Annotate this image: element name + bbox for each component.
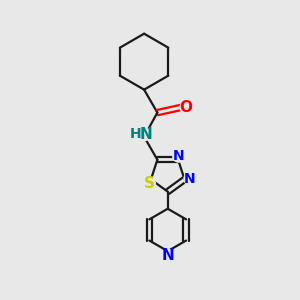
Text: N: N [139, 127, 152, 142]
Circle shape [144, 178, 155, 190]
Circle shape [173, 150, 184, 162]
Circle shape [184, 173, 196, 185]
Text: H: H [130, 128, 141, 141]
Text: N: N [184, 172, 196, 186]
Circle shape [162, 249, 174, 261]
Text: N: N [161, 248, 174, 263]
Circle shape [180, 101, 192, 113]
Text: S: S [144, 176, 155, 191]
Text: O: O [179, 100, 192, 115]
Circle shape [140, 128, 152, 140]
Text: N: N [173, 149, 184, 163]
Circle shape [129, 128, 141, 140]
